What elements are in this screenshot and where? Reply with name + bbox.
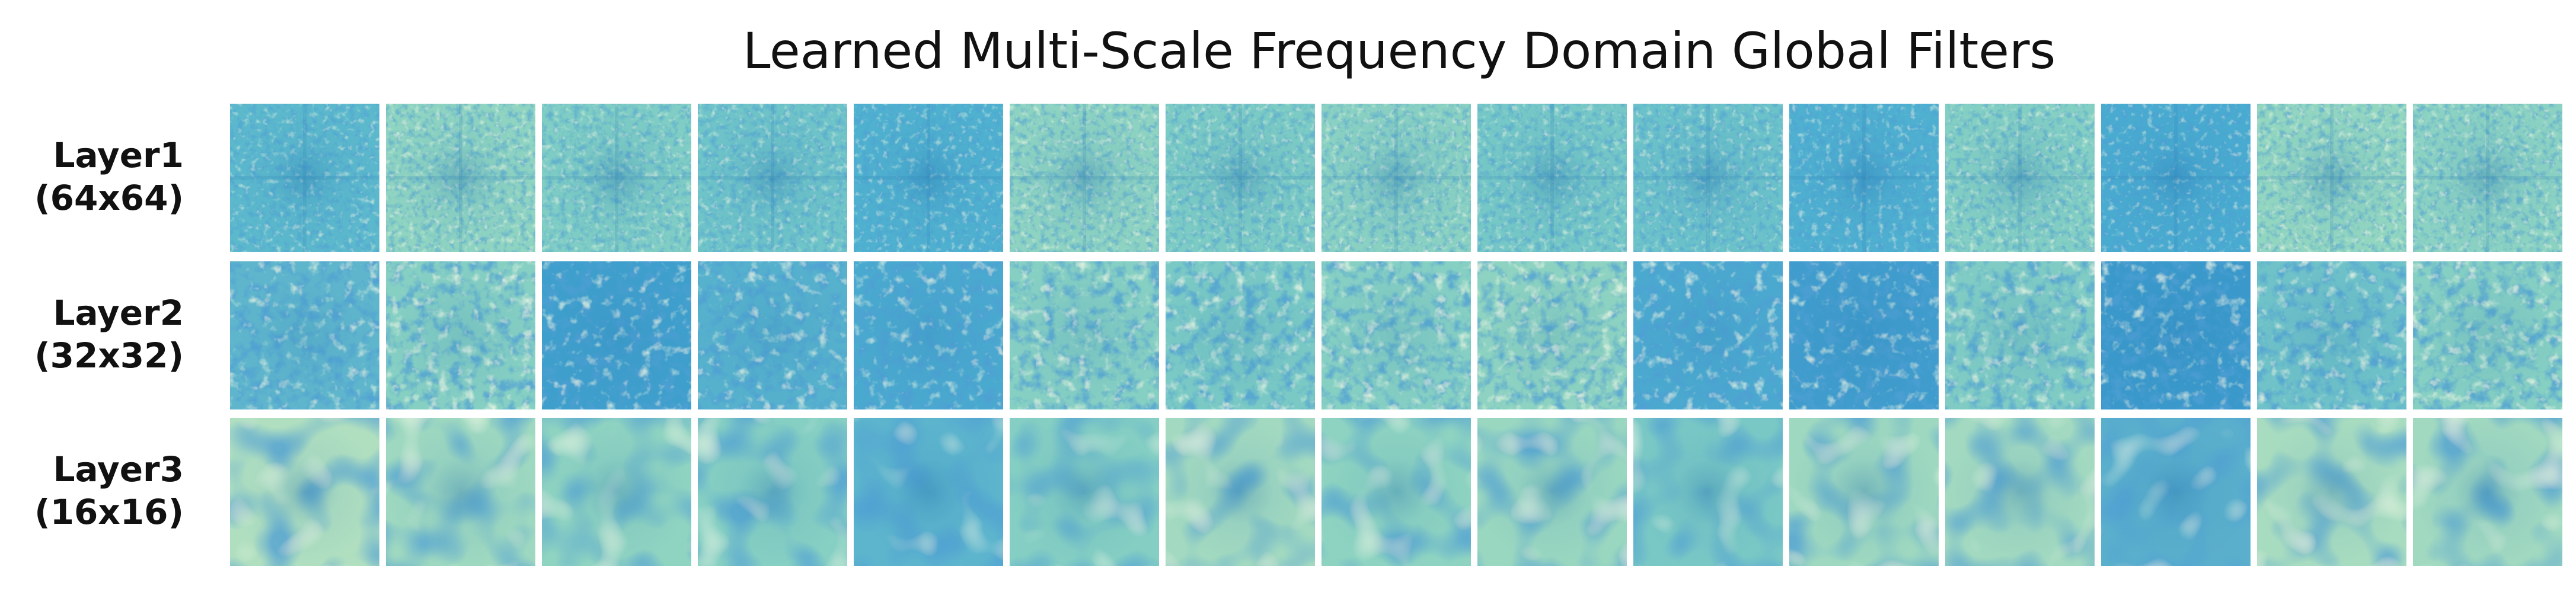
filter-tile [1010,261,1159,409]
filter-tile [1321,418,1471,566]
filter-tile [386,261,535,409]
filter-tile [542,104,691,252]
filter-tile [1166,261,1315,409]
filter-tile [2101,261,2251,409]
row-label: (64x64) [34,178,184,218]
filter-tile [1010,104,1159,252]
filter-tile [1633,261,1783,409]
filter-tile [1477,104,1627,252]
filter-tile [230,261,379,409]
filter-tile [2413,418,2562,566]
filter-tile [2413,261,2562,409]
filter-tile [542,261,691,409]
filter-tile [386,418,535,566]
filter-tile [698,418,847,566]
filter-tile [1633,104,1783,252]
filter-tile [1010,418,1159,566]
filter-tile [1477,261,1627,409]
filter-tile [1789,418,1939,566]
row-label: Layer1 [53,135,184,175]
filter-tile [230,104,379,252]
filter-tile [698,104,847,252]
filter-tile [1633,418,1783,566]
filter-tile [1945,261,2095,409]
filter-tile [1789,104,1939,252]
filter-tile [1477,418,1627,566]
filter-tile [2413,104,2562,252]
filter-tile [386,104,535,252]
filter-tile [542,418,691,566]
filter-tile [854,104,1003,252]
filter-tile [2101,418,2251,566]
filter-tile [2257,104,2406,252]
filter-tile [1321,261,1471,409]
filter-tile [1166,104,1315,252]
row-label: (16x16) [34,492,184,532]
filter-tile [854,418,1003,566]
filter-tile [1789,261,1939,409]
filter-tile [854,261,1003,409]
filter-tile [1945,418,2095,566]
filter-tile [1166,418,1315,566]
filter-tile [230,418,379,566]
filter-tile [698,261,847,409]
figure-title: Learned Multi-Scale Frequency Domain Glo… [743,22,2056,80]
filter-tile [2257,261,2406,409]
filter-tile [2257,418,2406,566]
row-label: Layer3 [53,449,184,489]
row-label: Layer2 [53,293,184,333]
filter-tile [2101,104,2251,252]
row-label: (32x32) [34,335,184,376]
filter-tile [1321,104,1471,252]
filter-tile [1945,104,2095,252]
